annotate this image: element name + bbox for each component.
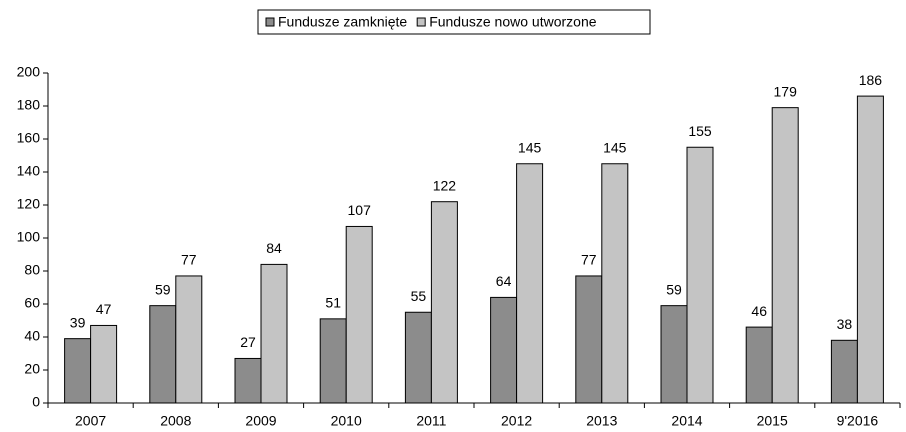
- y-tick-label: 120: [17, 196, 41, 212]
- bar: [234, 357, 262, 404]
- data-label: 59: [666, 281, 682, 297]
- y-tick-label: 140: [17, 163, 41, 179]
- bar: [345, 225, 373, 404]
- data-label: 27: [240, 334, 256, 350]
- bar: [575, 275, 603, 404]
- bar: [90, 324, 118, 404]
- y-tick-label: 100: [17, 229, 41, 245]
- bar: [771, 107, 799, 404]
- data-label: 51: [325, 295, 341, 311]
- bar: [856, 95, 884, 404]
- data-label: 77: [581, 252, 597, 268]
- data-label: 59: [155, 281, 171, 297]
- y-tick-label: 200: [17, 64, 41, 80]
- bar: [319, 318, 347, 404]
- x-tick-label: 2012: [501, 413, 532, 429]
- x-tick-label: 2011: [416, 413, 446, 429]
- bar: [64, 338, 92, 404]
- bar: [490, 296, 518, 404]
- x-tick-label: 2014: [671, 413, 702, 429]
- bar: [516, 163, 544, 404]
- legend-label: Fundusze nowo utworzone: [429, 14, 597, 30]
- data-label: 122: [433, 177, 457, 193]
- bar: [404, 311, 432, 404]
- x-tick-label: 2013: [586, 413, 617, 429]
- y-tick-label: 40: [24, 328, 40, 344]
- y-tick-label: 180: [17, 97, 41, 113]
- bar: [686, 146, 714, 404]
- data-label: 155: [688, 123, 712, 139]
- data-label: 84: [266, 240, 282, 256]
- bar: [660, 305, 688, 404]
- y-tick-label: 20: [24, 361, 40, 377]
- bar: [175, 275, 203, 404]
- data-label: 186: [859, 72, 883, 88]
- x-tick-label: 2008: [160, 413, 191, 429]
- data-label: 64: [496, 273, 512, 289]
- data-label: 47: [96, 301, 112, 317]
- data-label: 39: [70, 314, 86, 330]
- bar: [260, 263, 288, 404]
- y-tick-label: 60: [24, 295, 40, 311]
- bar: [745, 326, 773, 404]
- data-label: 179: [774, 83, 798, 99]
- data-label: 46: [751, 303, 767, 319]
- bar: [601, 163, 629, 404]
- y-tick-label: 160: [17, 130, 41, 146]
- data-label: 145: [603, 139, 627, 155]
- x-tick-label: 2015: [757, 413, 788, 429]
- legend-swatch: [265, 17, 275, 27]
- x-tick-label: 2009: [245, 413, 276, 429]
- x-tick-label: 2007: [75, 413, 106, 429]
- data-label: 77: [181, 252, 197, 268]
- data-label: 38: [837, 316, 853, 332]
- data-label: 145: [518, 139, 542, 155]
- legend-label: Fundusze zamknięte: [278, 14, 407, 30]
- data-label: 107: [348, 202, 372, 218]
- legend-box: [257, 9, 651, 35]
- y-tick-label: 80: [24, 262, 40, 278]
- bar: [149, 305, 177, 404]
- bar: [430, 201, 458, 404]
- bar: [830, 339, 858, 404]
- data-label: 55: [411, 288, 427, 304]
- legend-swatch: [416, 17, 426, 27]
- x-tick-label: 2010: [331, 413, 362, 429]
- x-tick-label: 9'2016: [837, 413, 879, 429]
- y-tick-label: 0: [32, 394, 40, 410]
